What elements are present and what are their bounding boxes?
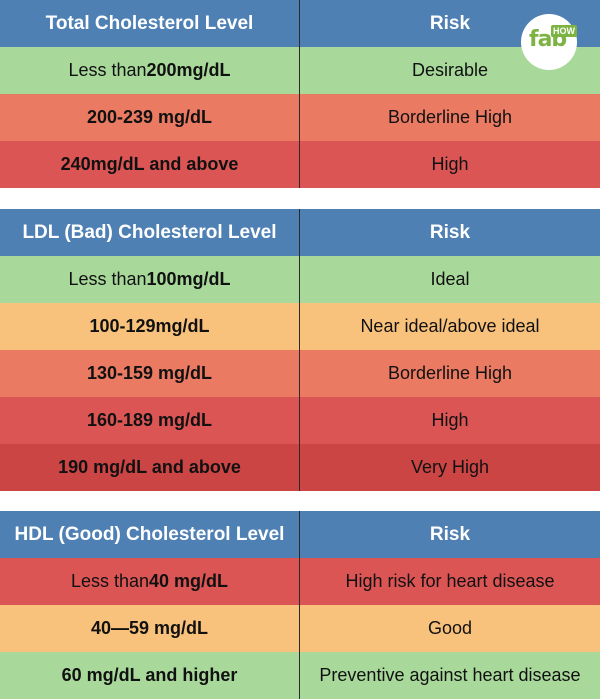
table-row: 100-129mg/dL Near ideal/above ideal [0,303,600,350]
table-row: 60 mg/dL and higher Preventive against h… [0,652,600,699]
level-cell: 40—59 mg/dL [0,605,300,652]
level-cell: Less than 100mg/dL [0,256,300,303]
table-row: 240mg/dL and above High [0,141,600,188]
table-header-row: LDL (Bad) Cholesterol Level Risk [0,209,600,256]
risk-cell: High risk for heart disease [345,571,555,591]
table-header-row: Total Cholesterol Level Risk [0,0,600,47]
table-header-row: HDL (Good) Cholesterol Level Risk [0,511,600,558]
logo-how-text: HOW [551,25,577,37]
header-risk: Risk [429,221,471,243]
risk-cell: Very High [410,457,490,477]
level-cell: Less than 200mg/dL [0,47,300,94]
table-row: 190 mg/dL and above Very High [0,444,600,491]
header-level: LDL (Bad) Cholesterol Level [0,209,300,256]
risk-cell: Near ideal/above ideal [360,316,540,336]
table-row: 160-189 mg/dL High [0,397,600,444]
header-risk: Risk [429,12,471,34]
table-row: 40—59 mg/dL Good [0,605,600,652]
risk-cell: Desirable [411,60,489,80]
risk-cell: High [431,154,469,174]
level-cell: 240mg/dL and above [0,141,300,188]
level-cell: 130-159 mg/dL [0,350,300,397]
level-cell: 100-129mg/dL [0,303,300,350]
risk-cell: Ideal [430,269,470,289]
header-level: Total Cholesterol Level [0,0,300,47]
level-cell: 60 mg/dL and higher [0,652,300,699]
risk-cell: Borderline High [387,363,513,383]
risk-cell: Good [427,618,473,638]
level-cell: 160-189 mg/dL [0,397,300,444]
level-cell: 200-239 mg/dL [0,94,300,141]
risk-cell: Preventive against heart disease [319,665,581,685]
header-risk: Risk [429,523,471,545]
level-cell: Less than 40 mg/dL [0,558,300,605]
table-row: Less than 200mg/dL Desirable [0,47,600,94]
fabhow-logo: fab HOW [521,14,577,70]
level-cell: 190 mg/dL and above [0,444,300,491]
table-row: 130-159 mg/dL Borderline High [0,350,600,397]
table-row: Less than 40 mg/dL High risk for heart d… [0,558,600,605]
risk-cell: Borderline High [387,107,513,127]
table-row: 200-239 mg/dL Borderline High [0,94,600,141]
header-level: HDL (Good) Cholesterol Level [0,511,300,558]
risk-cell: High [431,410,469,430]
table-row: Less than 100mg/dL Ideal [0,256,600,303]
